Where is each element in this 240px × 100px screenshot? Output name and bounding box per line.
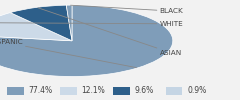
Text: 12.1%: 12.1% <box>82 86 105 95</box>
Text: HISPANIC: HISPANIC <box>0 40 136 68</box>
Wedge shape <box>0 5 173 76</box>
Bar <box>166 87 182 95</box>
Wedge shape <box>66 5 72 41</box>
Text: 0.9%: 0.9% <box>187 86 206 95</box>
Bar <box>113 87 130 95</box>
Text: ASIAN: ASIAN <box>38 8 182 56</box>
Wedge shape <box>10 5 72 41</box>
Bar <box>60 87 77 95</box>
Text: BLACK: BLACK <box>71 5 183 14</box>
Wedge shape <box>0 13 72 41</box>
Text: 9.6%: 9.6% <box>134 86 154 95</box>
Bar <box>7 87 24 95</box>
Text: 77.4%: 77.4% <box>29 86 53 95</box>
Text: WHITE: WHITE <box>0 21 183 27</box>
